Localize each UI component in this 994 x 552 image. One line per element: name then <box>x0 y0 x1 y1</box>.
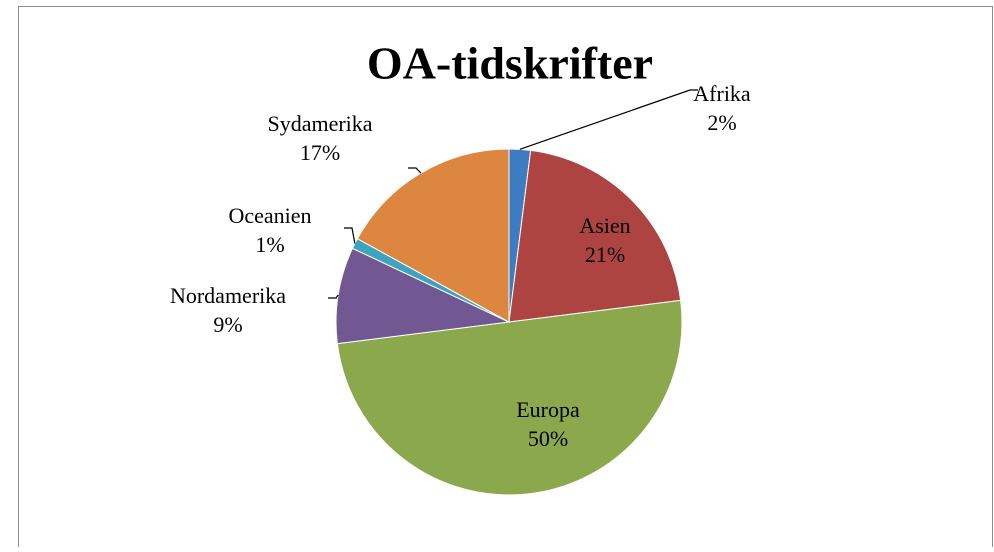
slice-value-label: 17% <box>300 140 340 165</box>
pie-slice <box>356 148 510 323</box>
slice-label: Sydamerika <box>267 111 372 136</box>
slice-label: Afrika <box>693 81 751 106</box>
leader-line <box>408 167 422 174</box>
slice-label: Oceanien <box>228 203 311 228</box>
chart-title: OA-tidskrifter <box>367 38 653 89</box>
slice-value-label: 2% <box>707 110 736 135</box>
leader-line <box>519 89 698 150</box>
slice-value-label: 1% <box>255 232 284 257</box>
slice-label: Nordamerika <box>170 283 286 308</box>
pie-slice <box>336 299 683 496</box>
slice-value-label: 9% <box>213 312 242 337</box>
slice-value-label: 21% <box>585 242 625 267</box>
leader-line <box>328 294 339 299</box>
pie-slice <box>335 247 511 345</box>
slice-label: Asien <box>579 213 630 238</box>
slice-value-label: 50% <box>528 426 568 451</box>
pie-slice <box>508 149 682 323</box>
slice-label: Europa <box>516 397 580 422</box>
leader-line <box>344 227 356 244</box>
